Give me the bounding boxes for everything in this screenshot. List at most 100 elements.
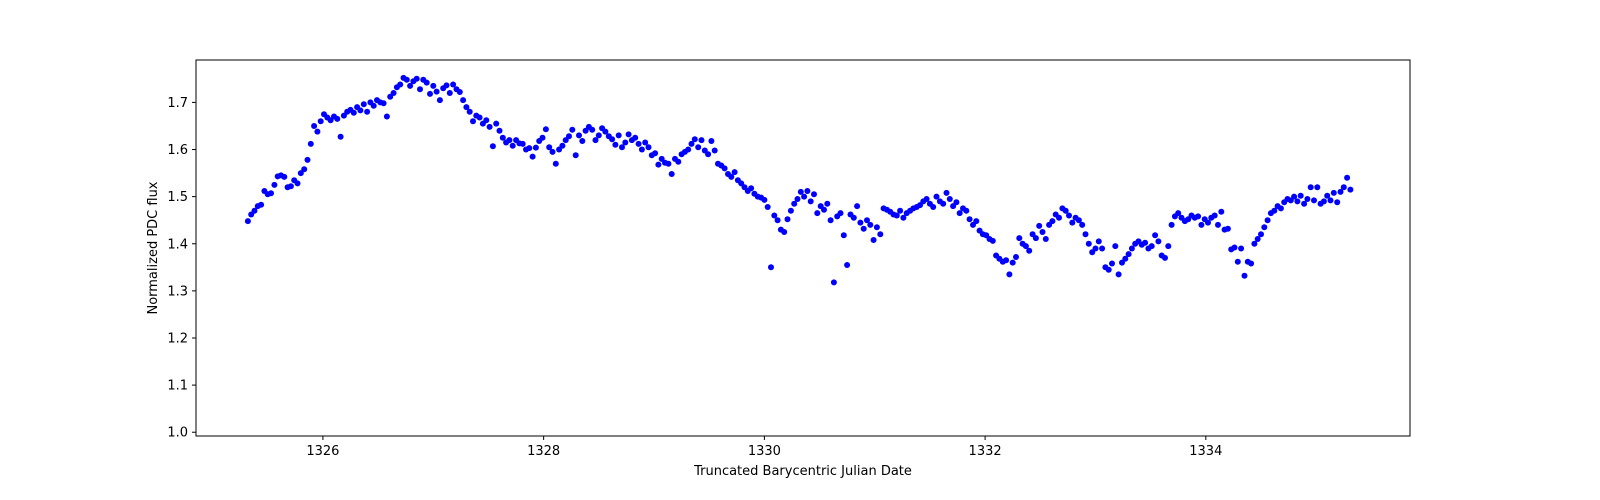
data-point: [1026, 247, 1033, 254]
data-point: [731, 169, 738, 176]
data-point: [837, 210, 844, 217]
data-point: [804, 188, 811, 194]
data-point: [748, 185, 755, 192]
data-point: [1344, 174, 1351, 181]
data-point: [281, 173, 288, 180]
data-point: [549, 148, 556, 155]
data-point: [383, 113, 390, 120]
data-point: [1066, 212, 1072, 219]
data-point: [546, 144, 553, 151]
y-tick-label: 1.2: [167, 331, 188, 346]
data-point: [705, 151, 712, 158]
data-point: [407, 82, 414, 89]
data-point: [784, 216, 791, 223]
data-point: [781, 229, 788, 235]
data-point: [728, 173, 735, 180]
data-point: [463, 104, 470, 111]
data-point: [301, 166, 308, 173]
data-point: [337, 133, 344, 140]
data-point: [801, 193, 808, 200]
x-tick-label: 1326: [306, 444, 339, 459]
data-point: [893, 212, 900, 219]
data-point: [307, 140, 314, 147]
data-point: [953, 199, 960, 206]
data-point: [1251, 240, 1258, 247]
data-point: [695, 144, 702, 151]
data-point: [1165, 243, 1172, 250]
data-point: [1069, 219, 1076, 226]
data-point: [1105, 266, 1112, 273]
data-point: [566, 133, 572, 140]
data-point: [1261, 224, 1268, 231]
data-point: [532, 144, 539, 151]
data-point: [1205, 219, 1211, 226]
data-point: [1334, 199, 1341, 206]
data-point: [433, 88, 440, 95]
data-point: [721, 165, 728, 172]
data-point: [956, 210, 963, 217]
data-point: [397, 81, 404, 88]
data-point: [1347, 186, 1354, 193]
data-point: [1006, 271, 1013, 278]
data-point: [698, 137, 705, 144]
data-point: [774, 217, 781, 224]
data-point: [499, 134, 506, 141]
data-point: [1152, 232, 1159, 239]
data-point: [864, 217, 870, 224]
y-tick-label: 1.3: [167, 284, 188, 299]
data-point: [483, 117, 490, 124]
data-point: [1016, 235, 1023, 242]
data-point: [761, 196, 768, 203]
data-point: [1320, 198, 1327, 205]
data-point: [413, 75, 420, 82]
data-point: [668, 171, 675, 177]
data-point: [1297, 192, 1304, 199]
data-point: [1085, 240, 1092, 247]
data-point: [1128, 245, 1135, 252]
data-point: [1324, 192, 1331, 199]
data-point: [1215, 221, 1221, 228]
data-point: [552, 160, 559, 167]
data-point: [489, 143, 496, 150]
data-point: [807, 198, 814, 205]
data-point: [1112, 243, 1119, 250]
data-point: [1175, 210, 1182, 217]
data-point: [1330, 189, 1337, 196]
data-point: [1311, 197, 1317, 204]
data-point: [652, 150, 659, 157]
data-point: [943, 189, 950, 196]
data-point: [791, 200, 798, 207]
data-point: [1148, 243, 1155, 250]
data-point: [963, 207, 970, 214]
data-point: [1162, 254, 1168, 261]
data-point: [572, 152, 579, 159]
x-axis-label: Truncated Barycentric Julian Date: [693, 464, 912, 479]
data-point: [576, 132, 582, 139]
data-point: [1258, 231, 1264, 238]
data-point: [360, 101, 367, 108]
data-point: [688, 140, 695, 147]
data-point: [334, 115, 341, 122]
data-point: [638, 146, 645, 153]
data-point: [1218, 208, 1225, 215]
data-point: [1082, 231, 1089, 238]
data-point: [1056, 214, 1062, 221]
data-point: [625, 131, 632, 138]
data-point: [1291, 193, 1298, 200]
data-point: [973, 218, 980, 225]
data-point: [830, 279, 837, 286]
x-tick-label: 1334: [1189, 444, 1222, 459]
data-point: [602, 128, 609, 135]
data-point: [390, 90, 397, 96]
y-tick-label: 1.6: [167, 143, 188, 158]
data-point: [311, 123, 318, 129]
data-point: [708, 138, 715, 144]
data-point: [1032, 235, 1039, 242]
data-point: [244, 218, 251, 225]
data-point: [824, 200, 831, 207]
data-point: [357, 107, 364, 114]
data-point: [797, 188, 804, 195]
data-point: [787, 207, 794, 214]
data-point: [1099, 245, 1106, 252]
data-point: [850, 214, 857, 221]
